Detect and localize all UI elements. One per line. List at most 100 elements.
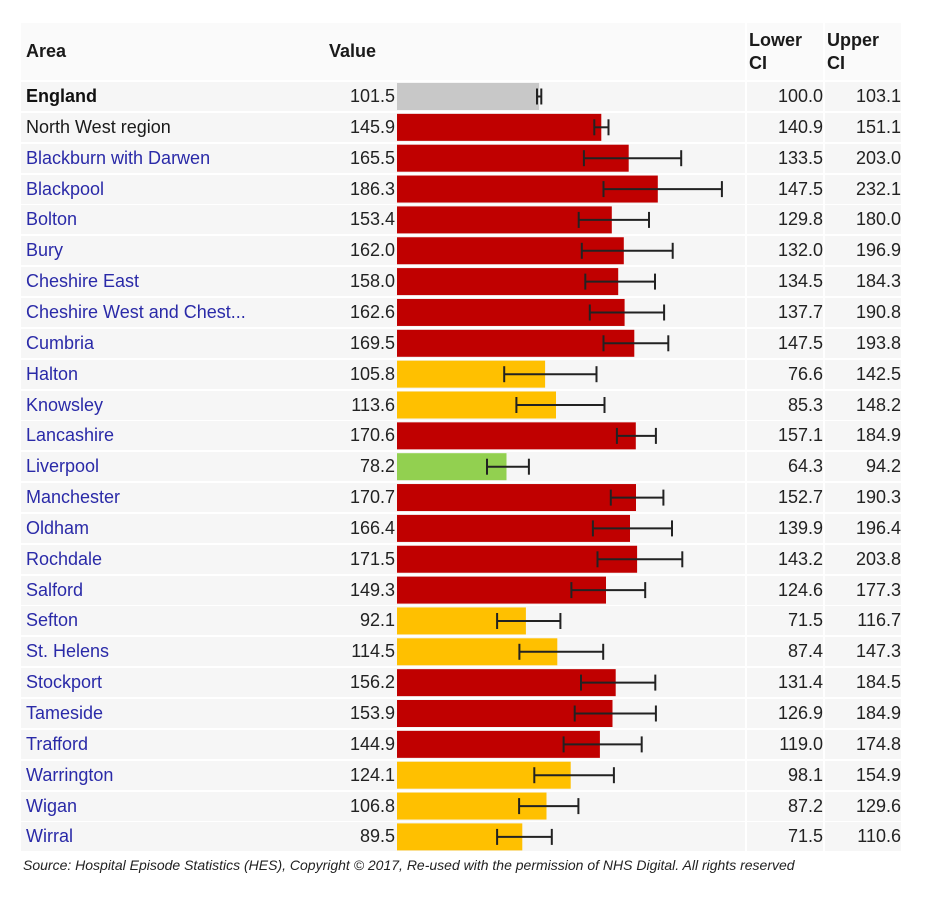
area-name[interactable]: Salford xyxy=(26,579,84,600)
lower-ci-cell: 157.1 xyxy=(777,425,823,446)
area-name[interactable]: Tameside xyxy=(26,703,104,723)
error-bar xyxy=(588,304,666,321)
area-name[interactable]: Blackburn with Darwen xyxy=(26,147,211,168)
bar xyxy=(397,298,625,326)
lower-ci-cell: 133.5 xyxy=(777,147,823,168)
area-name: North West region xyxy=(26,116,171,137)
value-cell: 156.2 xyxy=(349,672,395,693)
value-cell: 105.8 xyxy=(349,363,395,384)
error-bar xyxy=(591,520,673,537)
area-name[interactable]: Manchester xyxy=(26,487,121,508)
upper-ci-cell: 203.8 xyxy=(855,548,901,569)
area-name[interactable]: Blackpool xyxy=(26,178,105,199)
value-cell: 92.1 xyxy=(359,610,395,631)
area-name[interactable]: Oldham xyxy=(26,517,90,538)
upper-ci-cell: 177.3 xyxy=(855,579,901,600)
area-name: England xyxy=(26,86,97,106)
error-bar xyxy=(496,613,562,629)
area-name[interactable]: Bolton xyxy=(26,209,78,230)
error-bar xyxy=(593,119,610,136)
area-name[interactable]: Sefton xyxy=(26,610,79,631)
error-bar xyxy=(515,397,606,413)
area-name[interactable]: Wigan xyxy=(26,795,78,816)
value-cell: 153.4 xyxy=(349,209,395,230)
upper-ci-cell: 174.8 xyxy=(855,733,901,754)
upper-ci-cell: 184.9 xyxy=(855,425,901,446)
area-name[interactable]: Trafford xyxy=(26,733,89,754)
value-cell: 169.5 xyxy=(349,332,395,353)
area-name[interactable]: Liverpool xyxy=(26,456,100,477)
error-bar xyxy=(486,458,530,475)
upper-ci-cell: 203.0 xyxy=(855,147,901,168)
error-bar xyxy=(577,211,650,228)
bar xyxy=(397,113,602,141)
area-name[interactable]: Cheshire West and Chest... xyxy=(26,301,246,322)
lower-ci-cell: 98.1 xyxy=(787,764,823,785)
value-cell: 162.6 xyxy=(349,301,395,322)
lower-ci-cell: 152.7 xyxy=(777,487,823,508)
upper-ci-cell: 190.8 xyxy=(855,301,901,322)
header-area: Area xyxy=(26,41,67,61)
lower-ci-cell: 129.8 xyxy=(777,209,823,230)
area-name[interactable]: Wirral xyxy=(26,826,73,847)
lower-ci-cell: 71.5 xyxy=(787,826,823,847)
value-cell: 114.5 xyxy=(351,641,395,662)
area-name[interactable]: Cumbria xyxy=(26,332,95,353)
upper-ci-cell: 142.5 xyxy=(855,363,901,384)
value-cell: 144.9 xyxy=(349,733,395,754)
area-name[interactable]: Halton xyxy=(26,363,79,384)
error-bar xyxy=(580,242,674,259)
error-bar xyxy=(503,366,598,383)
header-value: Value xyxy=(329,41,377,61)
upper-ci-cell: 116.7 xyxy=(857,610,901,631)
upper-ci-cell: 184.5 xyxy=(855,672,901,693)
bar xyxy=(397,206,612,234)
value-cell: 166.4 xyxy=(349,517,395,538)
upper-ci-cell: 148.2 xyxy=(855,394,901,415)
area-name[interactable]: Bury xyxy=(26,240,64,261)
bar xyxy=(397,83,540,110)
upper-ci-cell: 196.9 xyxy=(855,240,901,261)
error-bar xyxy=(582,150,683,167)
area-name[interactable]: Cheshire East xyxy=(26,271,140,292)
table-header xyxy=(21,23,901,80)
error-bar xyxy=(518,798,580,815)
value-cell: 78.2 xyxy=(359,456,395,477)
upper-ci-cell: 180.0 xyxy=(855,209,901,230)
upper-ci-cell: 184.3 xyxy=(855,271,901,292)
error-bar xyxy=(562,736,643,753)
value-cell: 89.5 xyxy=(359,826,395,847)
error-bar xyxy=(533,767,615,784)
header-upper-ci: Upper CI xyxy=(827,30,880,73)
value-cell: 113.6 xyxy=(351,394,395,415)
column-divider xyxy=(823,23,825,855)
error-bar xyxy=(609,489,665,506)
area-name[interactable]: St. Helens xyxy=(26,641,110,662)
lower-ci-cell: 87.2 xyxy=(787,795,823,816)
upper-ci-cell: 110.6 xyxy=(857,826,901,847)
area-name[interactable]: Rochdale xyxy=(26,548,103,569)
error-bar xyxy=(580,674,657,691)
value-cell: 158.0 xyxy=(349,271,395,292)
area-name[interactable]: Warrington xyxy=(26,764,114,785)
upper-ci-cell: 184.9 xyxy=(855,703,901,723)
area-name[interactable]: Lancashire xyxy=(26,425,115,446)
lower-ci-cell: 64.3 xyxy=(787,456,823,477)
bar xyxy=(397,422,636,450)
area-name[interactable]: Stockport xyxy=(26,672,103,693)
upper-ci-cell: 193.8 xyxy=(855,332,901,353)
lower-ci-cell: 137.7 xyxy=(777,301,823,322)
header-lower-ci: Lower CI xyxy=(749,30,803,73)
value-cell: 170.6 xyxy=(349,425,395,446)
bar xyxy=(397,329,635,357)
value-cell: 170.7 xyxy=(349,487,395,508)
value-cell: 165.5 xyxy=(349,147,395,168)
value-cell: 153.9 xyxy=(349,703,395,723)
lower-ci-cell: 147.5 xyxy=(777,332,823,353)
lower-ci-cell: 71.5 xyxy=(787,610,823,631)
value-cell: 101.5 xyxy=(349,86,395,106)
upper-ci-cell: 151.1 xyxy=(855,116,901,137)
lower-ci-cell: 140.9 xyxy=(777,116,823,137)
area-name[interactable]: Knowsley xyxy=(26,394,104,415)
upper-ci-cell: 154.9 xyxy=(855,764,901,785)
